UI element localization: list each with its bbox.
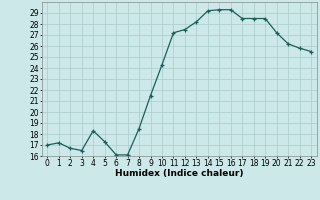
X-axis label: Humidex (Indice chaleur): Humidex (Indice chaleur)	[115, 169, 244, 178]
